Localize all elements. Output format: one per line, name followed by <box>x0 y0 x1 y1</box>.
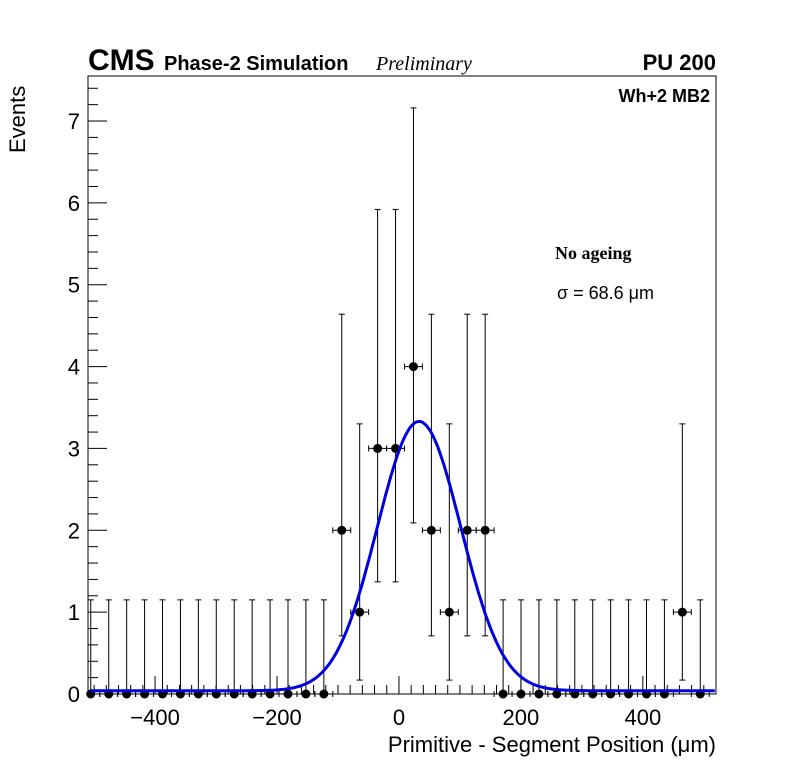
data-point <box>403 107 423 524</box>
x-tick-label: 0 <box>393 705 405 730</box>
data-marker <box>516 689 526 699</box>
y-tick-label: 7 <box>68 109 80 134</box>
condition-label: No ageing <box>555 243 632 263</box>
data-marker <box>498 689 508 699</box>
gaussian-fit-curve <box>91 420 715 693</box>
x-tick-label: 400 <box>624 705 661 730</box>
simulation-label: Phase-2 Simulation <box>164 53 349 75</box>
data-point <box>475 313 495 637</box>
data-marker <box>408 362 418 372</box>
pileup-label: PU 200 <box>643 50 716 75</box>
x-tick-label: −400 <box>130 705 180 730</box>
experiment-label: CMS <box>88 44 155 77</box>
sigma-label: σ = 68.6 μm <box>557 283 654 303</box>
data-marker <box>677 607 687 617</box>
data-marker <box>283 689 293 699</box>
data-marker <box>337 525 347 535</box>
data-marker <box>426 525 436 535</box>
data-marker <box>373 443 383 453</box>
data-point <box>350 423 370 681</box>
y-tick-label: 0 <box>68 682 80 707</box>
data-marker <box>552 689 562 699</box>
data-marker <box>444 607 454 617</box>
y-tick-label: 2 <box>68 518 80 543</box>
y-axis: 0 1 2 3 4 5 6 7 <box>68 87 107 707</box>
y-tick-label: 5 <box>68 273 80 298</box>
x-axis: −400 −200 0 200 400 <box>93 676 705 730</box>
data-marker <box>480 525 490 535</box>
y-tick-label: 4 <box>68 355 80 380</box>
y-axis-title: Events <box>5 86 30 153</box>
data-point <box>529 599 549 699</box>
region-label: Wh+2 MB2 <box>618 86 710 106</box>
data-marker <box>355 607 365 617</box>
plot-frame <box>87 75 717 695</box>
data-point <box>439 423 459 681</box>
data-point <box>421 313 441 637</box>
data-marker <box>462 525 472 535</box>
x-tick-label: 200 <box>503 705 540 730</box>
data-point <box>368 208 388 583</box>
data-marker <box>319 689 329 699</box>
y-tick-label: 1 <box>68 600 80 625</box>
y-tick-label: 3 <box>68 436 80 461</box>
y-tick-label: 6 <box>68 191 80 216</box>
data-point <box>672 423 692 681</box>
data-point <box>296 599 316 699</box>
data-marker <box>301 689 311 699</box>
data-marker <box>534 689 544 699</box>
x-axis-title: Primitive - Segment Position (μm) <box>388 732 716 757</box>
data-point <box>314 599 334 699</box>
x-tick-label: −200 <box>252 705 302 730</box>
data-point <box>493 599 513 699</box>
status-label: Preliminary <box>375 53 472 75</box>
